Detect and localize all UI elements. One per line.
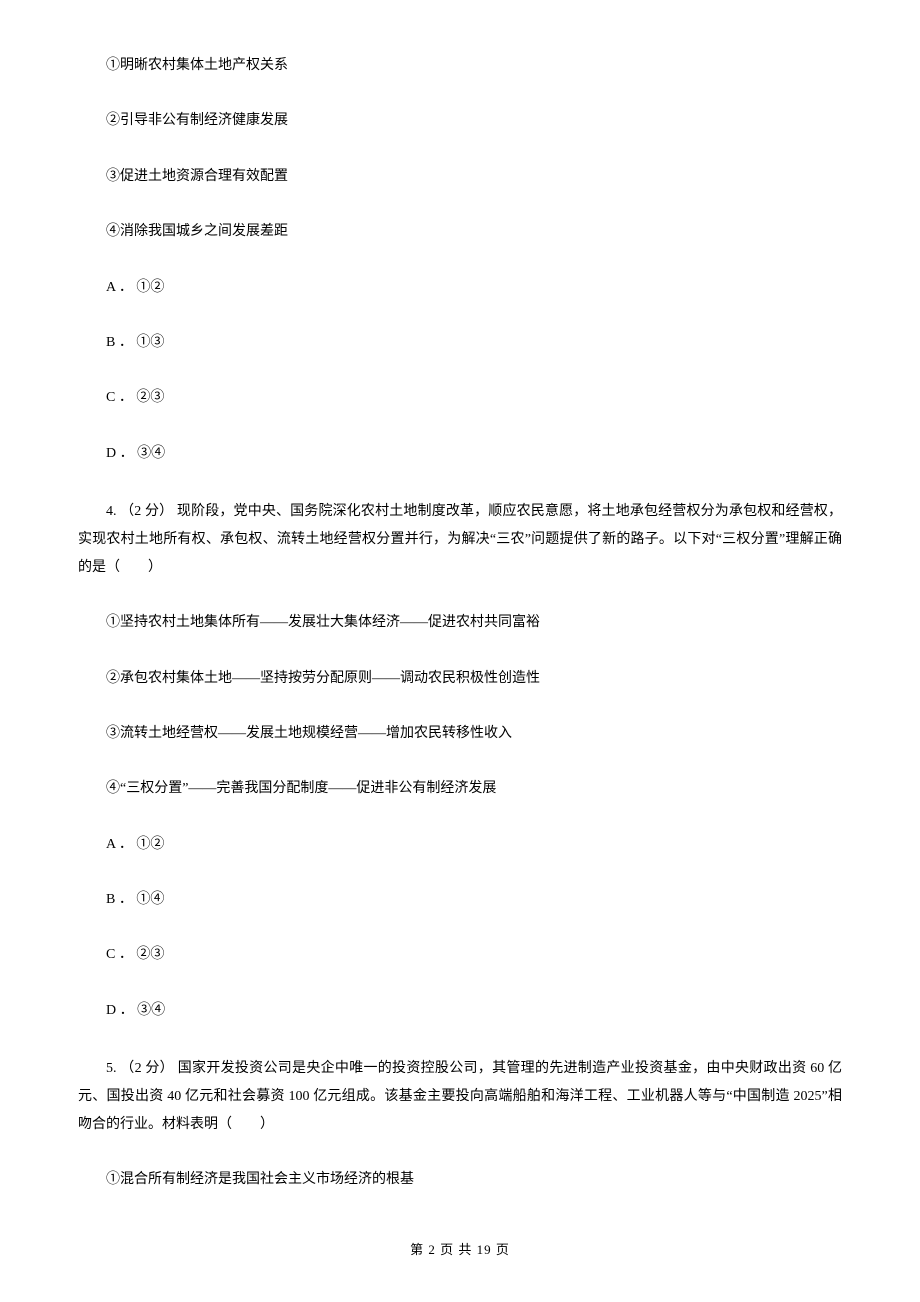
q4-option-3: ③流转土地经营权——发展土地规模经营——增加农民转移性收入 <box>78 723 842 745</box>
q4-option-4: ④“三权分置”——完善我国分配制度——促进非公有制经济发展 <box>78 778 842 800</box>
q4-stem: 4. （2 分） 现阶段，党中央、国务院深化农村土地制度改革，顺应农民意愿，将土… <box>78 498 842 582</box>
q5-stem: 5. （2 分） 国家开发投资公司是央企中唯一的投资控股公司，其管理的先进制造产… <box>78 1055 842 1139</box>
q4-choice-a: A ． ①② <box>78 834 842 856</box>
q4-choice-c: C ． ②③ <box>78 944 842 966</box>
q4-choice-b: B ． ①④ <box>78 889 842 911</box>
q3-option-4: ④消除我国城乡之间发展差距 <box>78 221 842 243</box>
page-content: ①明晰农村集体土地产权关系 ②引导非公有制经济健康发展 ③促进土地资源合理有效配… <box>0 0 920 1192</box>
q3-choice-a: A ． ①② <box>78 277 842 299</box>
q3-choice-d: D ． ③④ <box>78 443 842 465</box>
q4-choice-d: D ． ③④ <box>78 1000 842 1022</box>
q4-option-2: ②承包农村集体土地——坚持按劳分配原则——调动农民积极性创造性 <box>78 668 842 690</box>
q3-option-2: ②引导非公有制经济健康发展 <box>78 110 842 132</box>
q3-option-1: ①明晰农村集体土地产权关系 <box>78 55 842 77</box>
q3-choice-b: B ． ①③ <box>78 332 842 354</box>
q3-choice-c: C ． ②③ <box>78 387 842 409</box>
q3-option-3: ③促进土地资源合理有效配置 <box>78 166 842 188</box>
q5-option-1: ①混合所有制经济是我国社会主义市场经济的根基 <box>78 1169 842 1191</box>
q4-option-1: ①坚持农村土地集体所有——发展壮大集体经济——促进农村共同富裕 <box>78 612 842 634</box>
page-footer: 第 2 页 共 19 页 <box>0 1239 920 1258</box>
